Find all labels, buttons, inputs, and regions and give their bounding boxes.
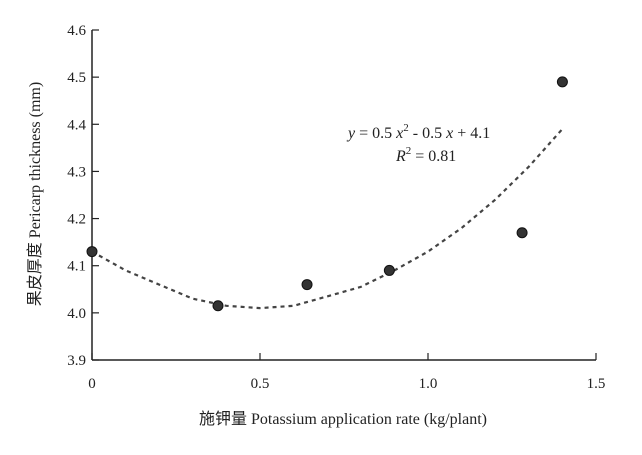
data-point (383, 264, 395, 276)
y-axis-title: 果皮厚度 Pericarp thickness (mm) (26, 82, 44, 306)
data-point (301, 279, 313, 291)
x-tick-label: 1.0 (419, 376, 438, 392)
y-tick-label: 4.6 (67, 23, 86, 39)
data-point (556, 76, 568, 88)
axes (91, 30, 596, 361)
x-tick-label: 1.5 (587, 376, 606, 392)
y-tick-label: 4.3 (67, 164, 86, 180)
data-point (212, 300, 224, 312)
x-tick-label: 0 (88, 376, 96, 392)
r-squared-line: R2 = 0.81 (395, 145, 456, 165)
trendline (91, 128, 564, 310)
x-tick-label: 0.5 (251, 376, 270, 392)
y-tick-label: 3.9 (67, 353, 86, 369)
y-tick-label: 4.5 (67, 70, 86, 86)
equation-line: y = 0.5 x2 - 0.5 x + 4.1 (346, 122, 490, 142)
data-point (86, 246, 98, 258)
y-tick-label: 4.4 (67, 117, 86, 133)
x-axis-ticks: 0 0.5 1.0 1.5 (88, 353, 605, 392)
y-tick-label: 4.1 (67, 259, 86, 275)
data-point (516, 227, 528, 239)
x-axis-title: 施钾量 Potassium application rate (kg/plant… (199, 410, 487, 428)
y-tick-label: 4.2 (67, 212, 86, 228)
y-axis-ticks: 3.9 4.0 4.1 4.2 4.3 4.4 4.5 4.6 (67, 23, 99, 369)
data-points (86, 76, 568, 312)
y-tick-label: 4.0 (67, 306, 86, 322)
